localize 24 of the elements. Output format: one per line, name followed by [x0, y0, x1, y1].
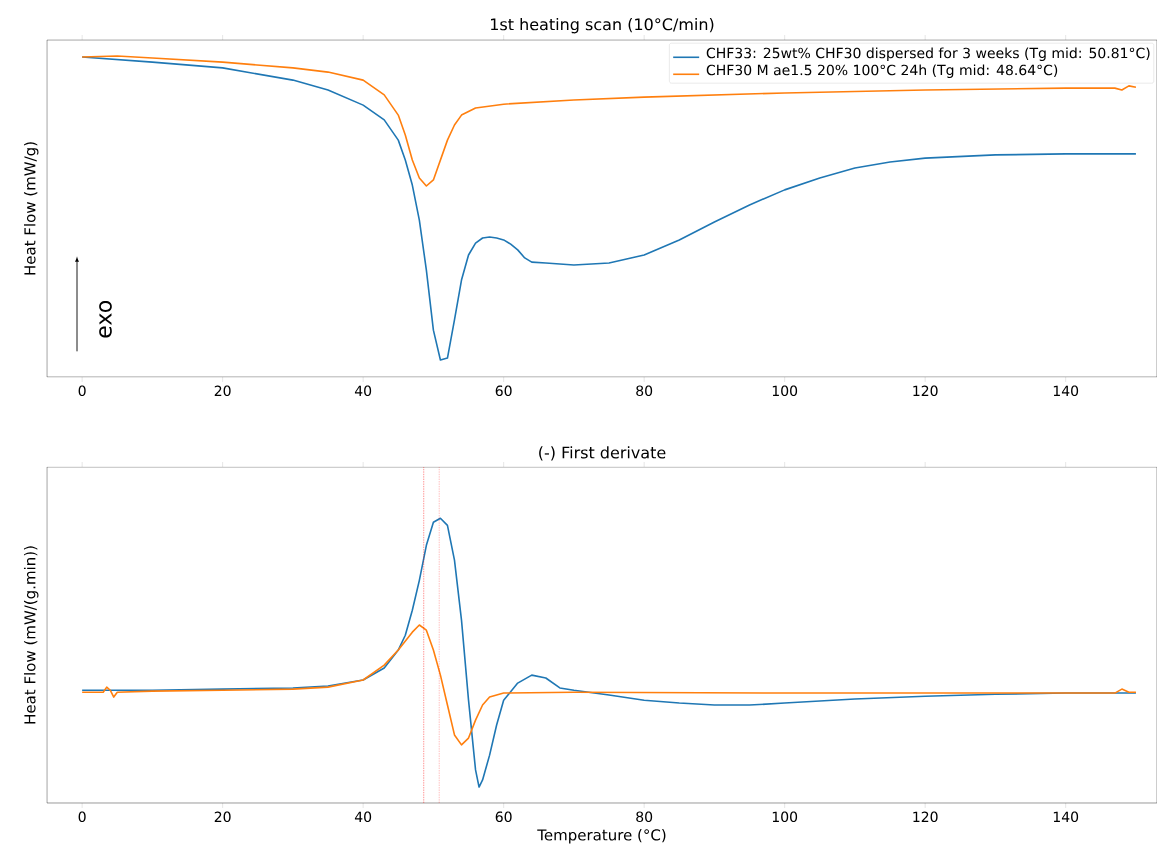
- x-tick-label: 40: [354, 385, 372, 397]
- x-tick-label: 100: [772, 811, 798, 823]
- y-axis-title: Heat Flow (mW/g): [23, 142, 39, 275]
- chart-title: (-) First derivate: [539, 446, 666, 461]
- chart-title: 1st heating scan (10°C/min): [491, 17, 714, 34]
- legend-label: CHF30 M ae1.5 20% 100°C 24h (Tg mid: 48.64°C): [706, 64, 1058, 78]
- x-tick-label: 20: [214, 385, 231, 397]
- x-tick-label: 20: [214, 811, 231, 823]
- x-tick-label: 80: [636, 811, 653, 823]
- x-tick-label: 100: [772, 385, 798, 397]
- x-tick-label: 120: [913, 811, 938, 823]
- x-tick-label: 80: [636, 385, 653, 397]
- y-axis-title: Heat Flow (mW/(g.min)): [23, 546, 39, 724]
- x-tick-label: 140: [1053, 385, 1079, 397]
- legend-label: CHF33: 25wt% CHF30 dispersed for 3 weeks (Tg mid: 50.81°C): [706, 47, 1150, 61]
- x-tick-label: 120: [913, 385, 938, 397]
- x-tick-label: 140: [1053, 811, 1079, 823]
- x-tick-label: 60: [495, 811, 512, 823]
- x-tick-label: 60: [495, 385, 512, 397]
- x-tick-label: 0: [78, 811, 86, 823]
- x-tick-label: 0: [78, 385, 86, 397]
- annotation: exo: [99, 301, 112, 338]
- x-axis-title: Temperature (°C): [537, 828, 666, 844]
- x-tick-label: 40: [354, 811, 372, 823]
